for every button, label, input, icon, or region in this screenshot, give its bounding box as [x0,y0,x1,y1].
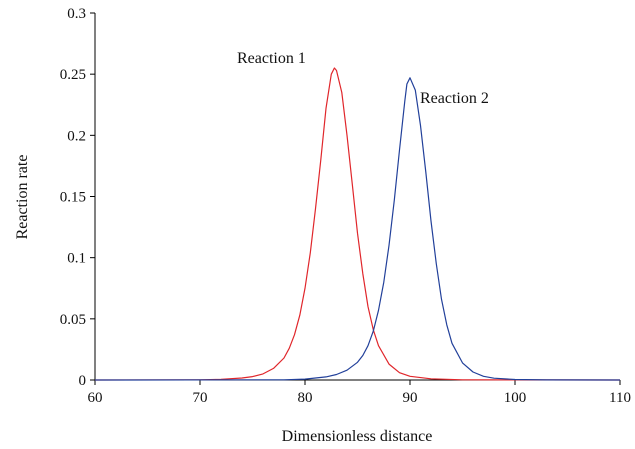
y-tick-label: 0.2 [67,128,86,144]
y-tick-label: 0.05 [60,312,86,328]
annotation-reaction-1: Reaction 1 [237,50,306,67]
y-tick-label: 0.3 [67,6,86,22]
x-tick-label: 100 [504,390,527,406]
x-tick-label: 60 [88,390,103,406]
y-tick-label: 0.1 [67,251,86,267]
y-tick-label: 0 [79,373,87,389]
series-line-reaction-2 [94,77,621,381]
x-axis-title: Dimensionless distance [282,428,433,445]
x-tick-label: 110 [609,390,631,406]
y-tick-label: 0.15 [60,190,86,206]
y-axis-title: Reaction rate [14,155,31,240]
annotation-reaction-2: Reaction 2 [420,90,489,107]
x-tick-label: 90 [403,390,418,406]
plot-area: 0 0.05 0.1 0.15 0.2 0.25 0.3 60 70 80 90 100 110 [60,6,631,406]
y-axis-ticks: 0 0.05 0.1 0.15 0.2 0.25 0.3 [60,6,95,389]
series-line-reaction-1 [94,67,621,381]
series-lines [94,67,621,381]
y-tick-label: 0.25 [60,67,86,83]
x-tick-label: 80 [298,390,313,406]
x-axis-ticks: 60 70 80 90 100 110 [88,380,631,406]
x-tick-label: 70 [193,390,208,406]
